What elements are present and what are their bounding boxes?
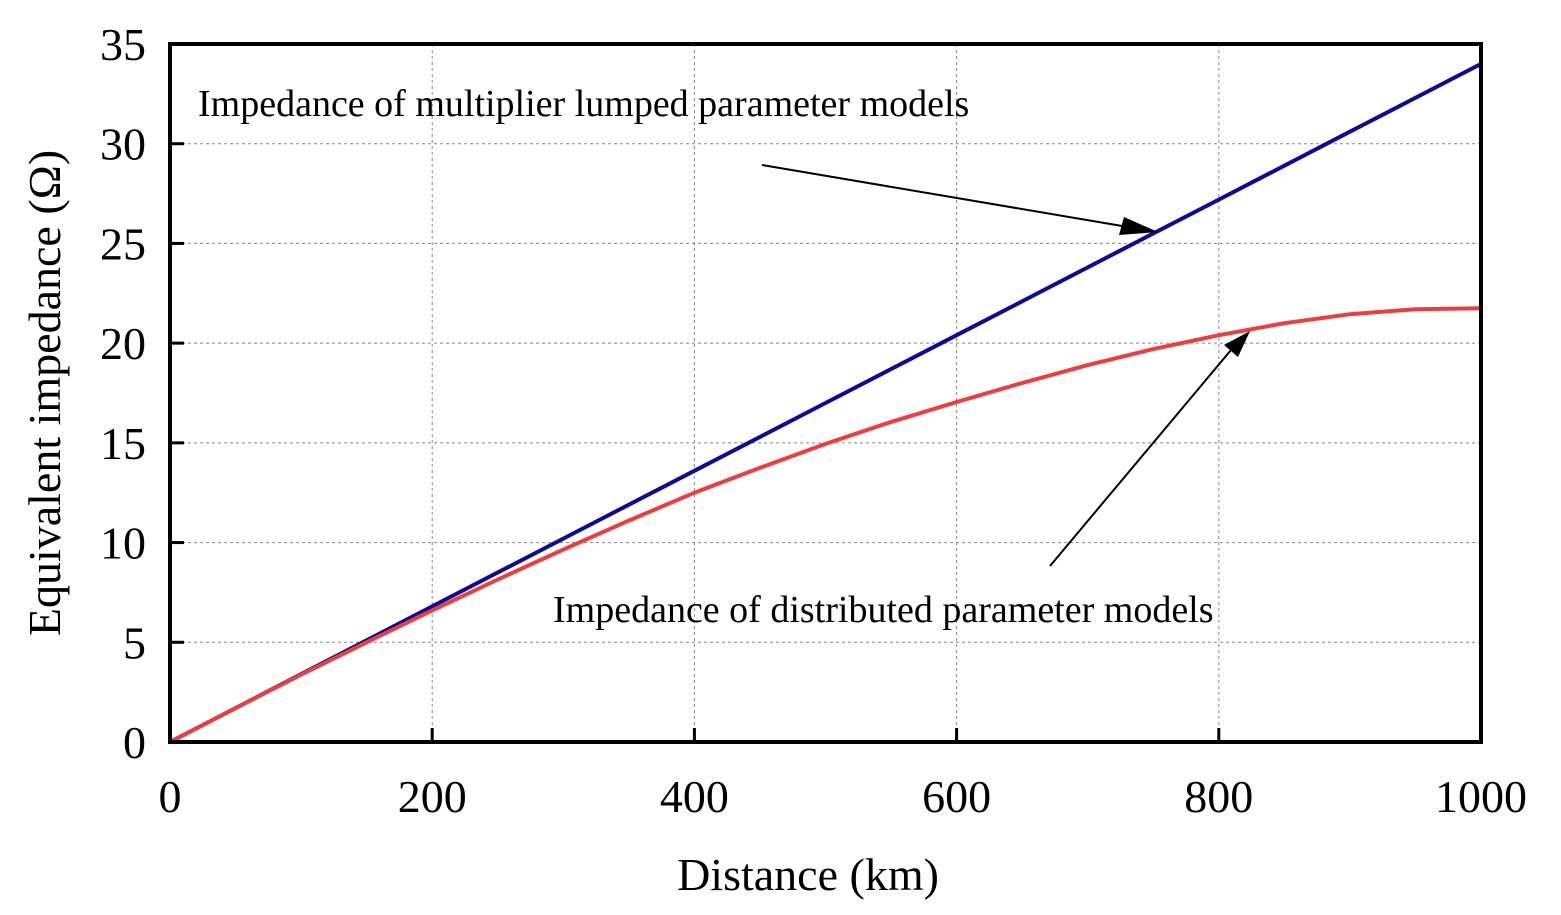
tick-labels: 0 200 400 600 800 1000 0 5 10 15 20 25 30 35: [100, 19, 1527, 822]
annotation-distributed-model: Impedance of distributed parameter model…: [553, 589, 1214, 631]
plot-frame: [168, 42, 1483, 744]
x-tick-label: 0: [159, 771, 182, 822]
y-axis-label: Equivalent impedance (Ω): [19, 150, 70, 636]
x-tick-label: 200: [398, 771, 467, 822]
y-tick-label: 15: [100, 418, 146, 469]
y-tick-label: 20: [100, 318, 146, 369]
annotation-arrow-distributed: [1049, 349, 1232, 567]
x-axis-label: Distance (km): [677, 849, 939, 900]
y-tick-label: 25: [100, 218, 146, 269]
y-tick-label: 35: [100, 19, 146, 70]
series-group: [168, 61, 1483, 744]
grid-lines: [170, 44, 1481, 742]
series-line-lumped: [168, 61, 1483, 744]
y-tick-label: 30: [100, 119, 146, 170]
tick-marks: [168, 42, 1483, 744]
x-tick-label: 600: [922, 771, 991, 822]
y-tick-label: 5: [123, 617, 146, 668]
y-tick-label: 0: [123, 717, 146, 768]
annotation-arrowhead-lumped: [1119, 217, 1158, 235]
annotations: Impedance of multiplier lumped parameter…: [198, 83, 1250, 631]
annotation-lumped-model: Impedance of multiplier lumped parameter…: [198, 83, 969, 125]
x-tick-label: 400: [660, 771, 729, 822]
x-tick-label: 800: [1184, 771, 1253, 822]
x-tick-label: 1000: [1435, 771, 1527, 822]
annotation-arrow-lumped: [761, 164, 1129, 228]
annotation-arrowhead-distributed: [1224, 331, 1250, 357]
y-tick-label: 10: [100, 518, 146, 569]
series-line-distributed: [168, 306, 1483, 744]
